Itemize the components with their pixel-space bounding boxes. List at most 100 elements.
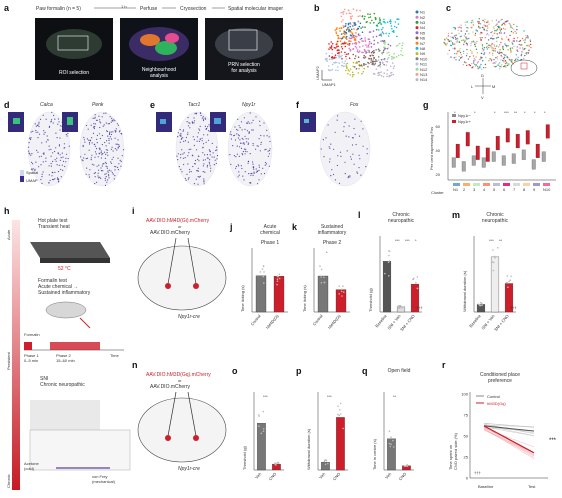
spatial-point	[463, 39, 465, 41]
umap-point	[382, 27, 384, 29]
spatial-point	[497, 36, 499, 39]
spatial-point	[474, 45, 477, 47]
spatial-point	[516, 25, 518, 28]
axis-acute: Acute	[6, 229, 11, 240]
umap-point	[352, 21, 355, 24]
spatial-point	[455, 59, 457, 61]
umap-point	[357, 21, 360, 23]
umap-point	[389, 20, 391, 23]
umap-legend-label: N11	[420, 62, 428, 67]
tissue-cell	[67, 157, 69, 160]
j-xtick: Control	[250, 313, 262, 326]
umap-point	[354, 57, 356, 60]
tissue-cell	[96, 142, 98, 144]
spatial-point	[491, 49, 493, 51]
umap-point	[336, 46, 338, 48]
umap-point	[359, 34, 361, 37]
tissue-cell	[229, 133, 231, 135]
spatial-point	[530, 46, 532, 49]
spatial-point	[513, 39, 515, 42]
tissue-cell	[42, 161, 44, 163]
tissue-cell	[198, 176, 200, 178]
tissue-cell	[249, 153, 251, 155]
j-dot	[261, 268, 264, 270]
tissue-cell	[37, 151, 39, 153]
q-dot	[389, 445, 392, 448]
spatial-point	[502, 22, 505, 25]
j-bar	[273, 276, 285, 313]
tissue-cell	[180, 157, 182, 159]
tissue-cell	[82, 144, 84, 147]
umap-point	[362, 45, 364, 47]
phase1-line: Phase 1	[24, 353, 39, 358]
spatial-point	[488, 23, 490, 25]
tissue-cell	[36, 149, 38, 151]
tissue-cell	[114, 175, 116, 177]
umap-point	[396, 18, 399, 20]
tissue-cell	[330, 143, 332, 145]
spatial-point	[524, 41, 526, 44]
tissue-cell	[47, 139, 49, 141]
spatial-point	[517, 58, 519, 61]
umap-point	[349, 12, 352, 15]
umap-point	[327, 68, 330, 71]
umap-point	[364, 26, 366, 29]
umap-point	[378, 59, 380, 61]
tissue-cell	[38, 166, 40, 168]
umap-point	[392, 73, 395, 76]
tissue-cell	[114, 148, 116, 150]
spatial-point	[501, 18, 503, 21]
tissue-cell	[99, 126, 101, 129]
tissue-cell	[81, 159, 83, 161]
spatial-point	[494, 45, 496, 47]
spatial-point	[510, 25, 512, 27]
umap-point	[331, 68, 334, 71]
spatial-point	[457, 50, 459, 52]
tissue-cell	[56, 164, 58, 166]
cluster-label: 7	[513, 187, 516, 192]
tissue-cell	[85, 124, 88, 127]
tissue-cell	[347, 177, 349, 179]
tissue-cell	[86, 167, 88, 169]
tissue-cell	[336, 119, 338, 121]
umap-point	[352, 73, 354, 76]
tissue-cell	[202, 143, 205, 145]
tissue-cell	[209, 154, 211, 156]
spatial-point	[491, 31, 493, 33]
spatial-point	[455, 56, 457, 58]
tissue-cell	[40, 178, 42, 181]
tissue-cell	[50, 162, 52, 165]
umap-point	[364, 56, 367, 58]
tissue-cell	[57, 177, 59, 179]
spatial-point	[493, 44, 495, 46]
spatial-point	[505, 44, 507, 46]
umap-point	[377, 42, 379, 44]
brain-section-i	[137, 245, 227, 311]
box-npy1r-minus	[471, 155, 476, 166]
umap-point	[344, 25, 347, 27]
umap-point	[340, 43, 343, 45]
umap-point	[394, 21, 397, 23]
tissue-cell	[59, 159, 62, 161]
spatial-point	[500, 54, 502, 57]
tissue-cell	[30, 154, 32, 156]
legend-hm3d: hM3D(Gq)	[487, 401, 506, 406]
spatial-point	[463, 35, 466, 37]
spatial-point	[466, 53, 468, 55]
tissue-cell	[255, 168, 257, 170]
p-dot	[324, 459, 326, 461]
spatial-point	[472, 40, 475, 42]
syringe-line	[79, 317, 91, 329]
umap-point	[335, 61, 338, 64]
tissue-cell	[41, 176, 43, 178]
tissue-cell	[98, 164, 100, 166]
tissue-cell	[211, 142, 213, 144]
spatial-point	[523, 39, 525, 42]
tissue-cell	[50, 119, 53, 121]
spatial-point	[467, 58, 470, 60]
panel-n: n AAV.DIO.hM3D(Gq).mCherry or AAV.DIO.mC…	[132, 360, 227, 472]
tissue-cell	[186, 173, 188, 175]
tissue-cell	[96, 181, 98, 183]
tissue-cell	[265, 163, 268, 165]
